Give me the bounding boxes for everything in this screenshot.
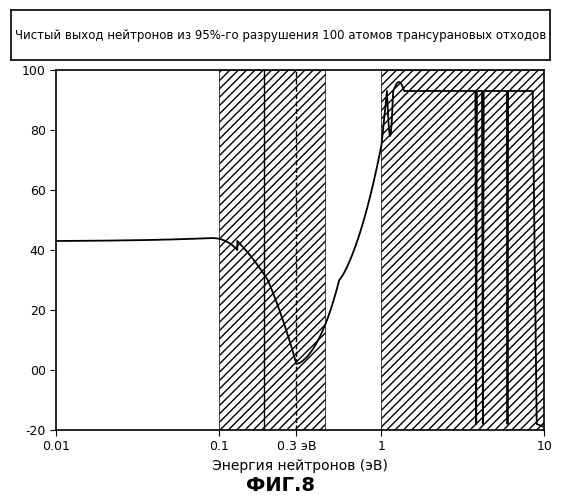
Bar [381,70,544,430]
Text: Чистый выход нейтронов из 95%-го разрушения 100 атомов трансурановых отходов: Чистый выход нейтронов из 95%-го разруше… [15,28,546,42]
Text: ФИГ.8: ФИГ.8 [246,476,315,495]
X-axis label: Энергия нейтронов (эВ): Энергия нейтронов (эВ) [212,459,388,473]
Bar [219,70,325,430]
